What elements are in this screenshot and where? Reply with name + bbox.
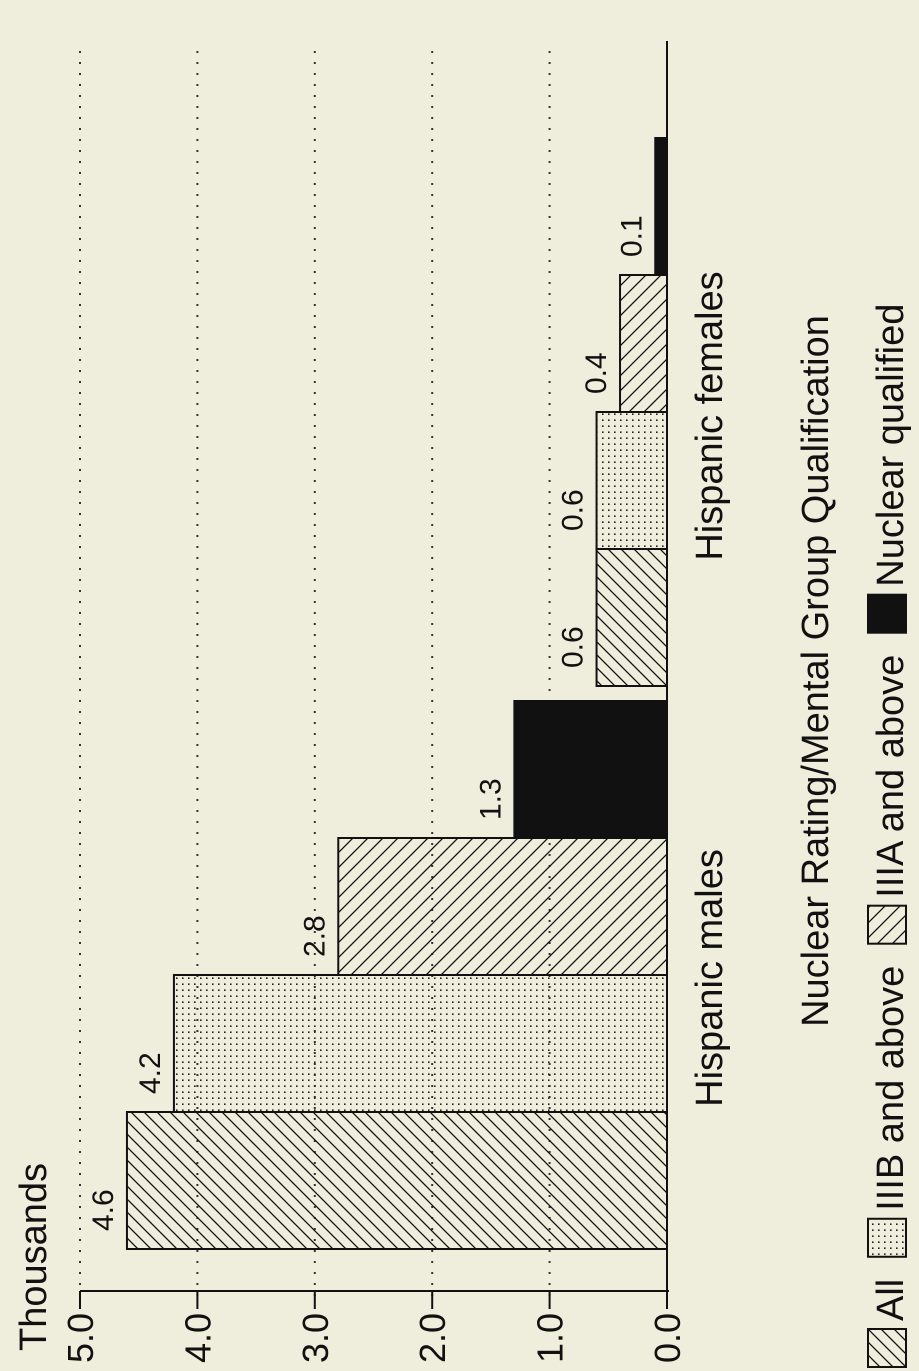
bar bbox=[595, 411, 668, 550]
bar bbox=[172, 974, 668, 1113]
bar-value-label: 1.3 bbox=[474, 778, 507, 820]
legend-label: IIIB and above bbox=[870, 966, 912, 1211]
bar bbox=[619, 274, 668, 413]
legend-swatch bbox=[867, 904, 907, 945]
legend-swatch bbox=[867, 1217, 907, 1258]
rotated-plot: 0.0 1.0 2.0 3.0 4.0 5.0 4.6 0.6 4.2 0.6 2.8 0.4 1.3 0… bbox=[13, 41, 912, 1368]
bar-value-label: 4.2 bbox=[134, 1052, 167, 1094]
bar bbox=[513, 700, 668, 839]
y-tick-label: 2.0 bbox=[412, 1313, 453, 1363]
x-axis-title: Nuclear Rating/Mental Group Qualificatio… bbox=[795, 315, 837, 1027]
legend-swatch bbox=[867, 1328, 907, 1368]
legend-label: IIIA and above bbox=[870, 655, 912, 898]
y-tick-label: 1.0 bbox=[530, 1313, 571, 1363]
legend-swatch bbox=[867, 593, 907, 634]
bar-value-label: 2.8 bbox=[298, 915, 331, 957]
y-tick-label: 4.0 bbox=[177, 1313, 218, 1363]
bar-value-label: 0.6 bbox=[557, 626, 590, 668]
bar-value-label: 0.6 bbox=[557, 489, 590, 531]
legend-label: Nuclear qualified bbox=[870, 304, 912, 587]
y-tick-label: 3.0 bbox=[295, 1313, 336, 1363]
bar bbox=[595, 548, 668, 687]
bar bbox=[337, 837, 668, 976]
bar-value-label: 0.4 bbox=[580, 352, 613, 394]
y-tick-label: 0.0 bbox=[647, 1313, 688, 1363]
bar-value-label: 0.1 bbox=[615, 215, 648, 257]
legend-label: All bbox=[870, 1279, 912, 1321]
category-label: Hispanic males bbox=[689, 849, 731, 1107]
y-axis-title: Thousands bbox=[13, 1163, 55, 1351]
bar bbox=[654, 137, 669, 276]
bar bbox=[125, 1111, 668, 1250]
bar-value-label: 4.6 bbox=[87, 1189, 120, 1231]
category-label: Hispanic females bbox=[689, 271, 731, 560]
y-tick-label: 5.0 bbox=[60, 1313, 101, 1363]
